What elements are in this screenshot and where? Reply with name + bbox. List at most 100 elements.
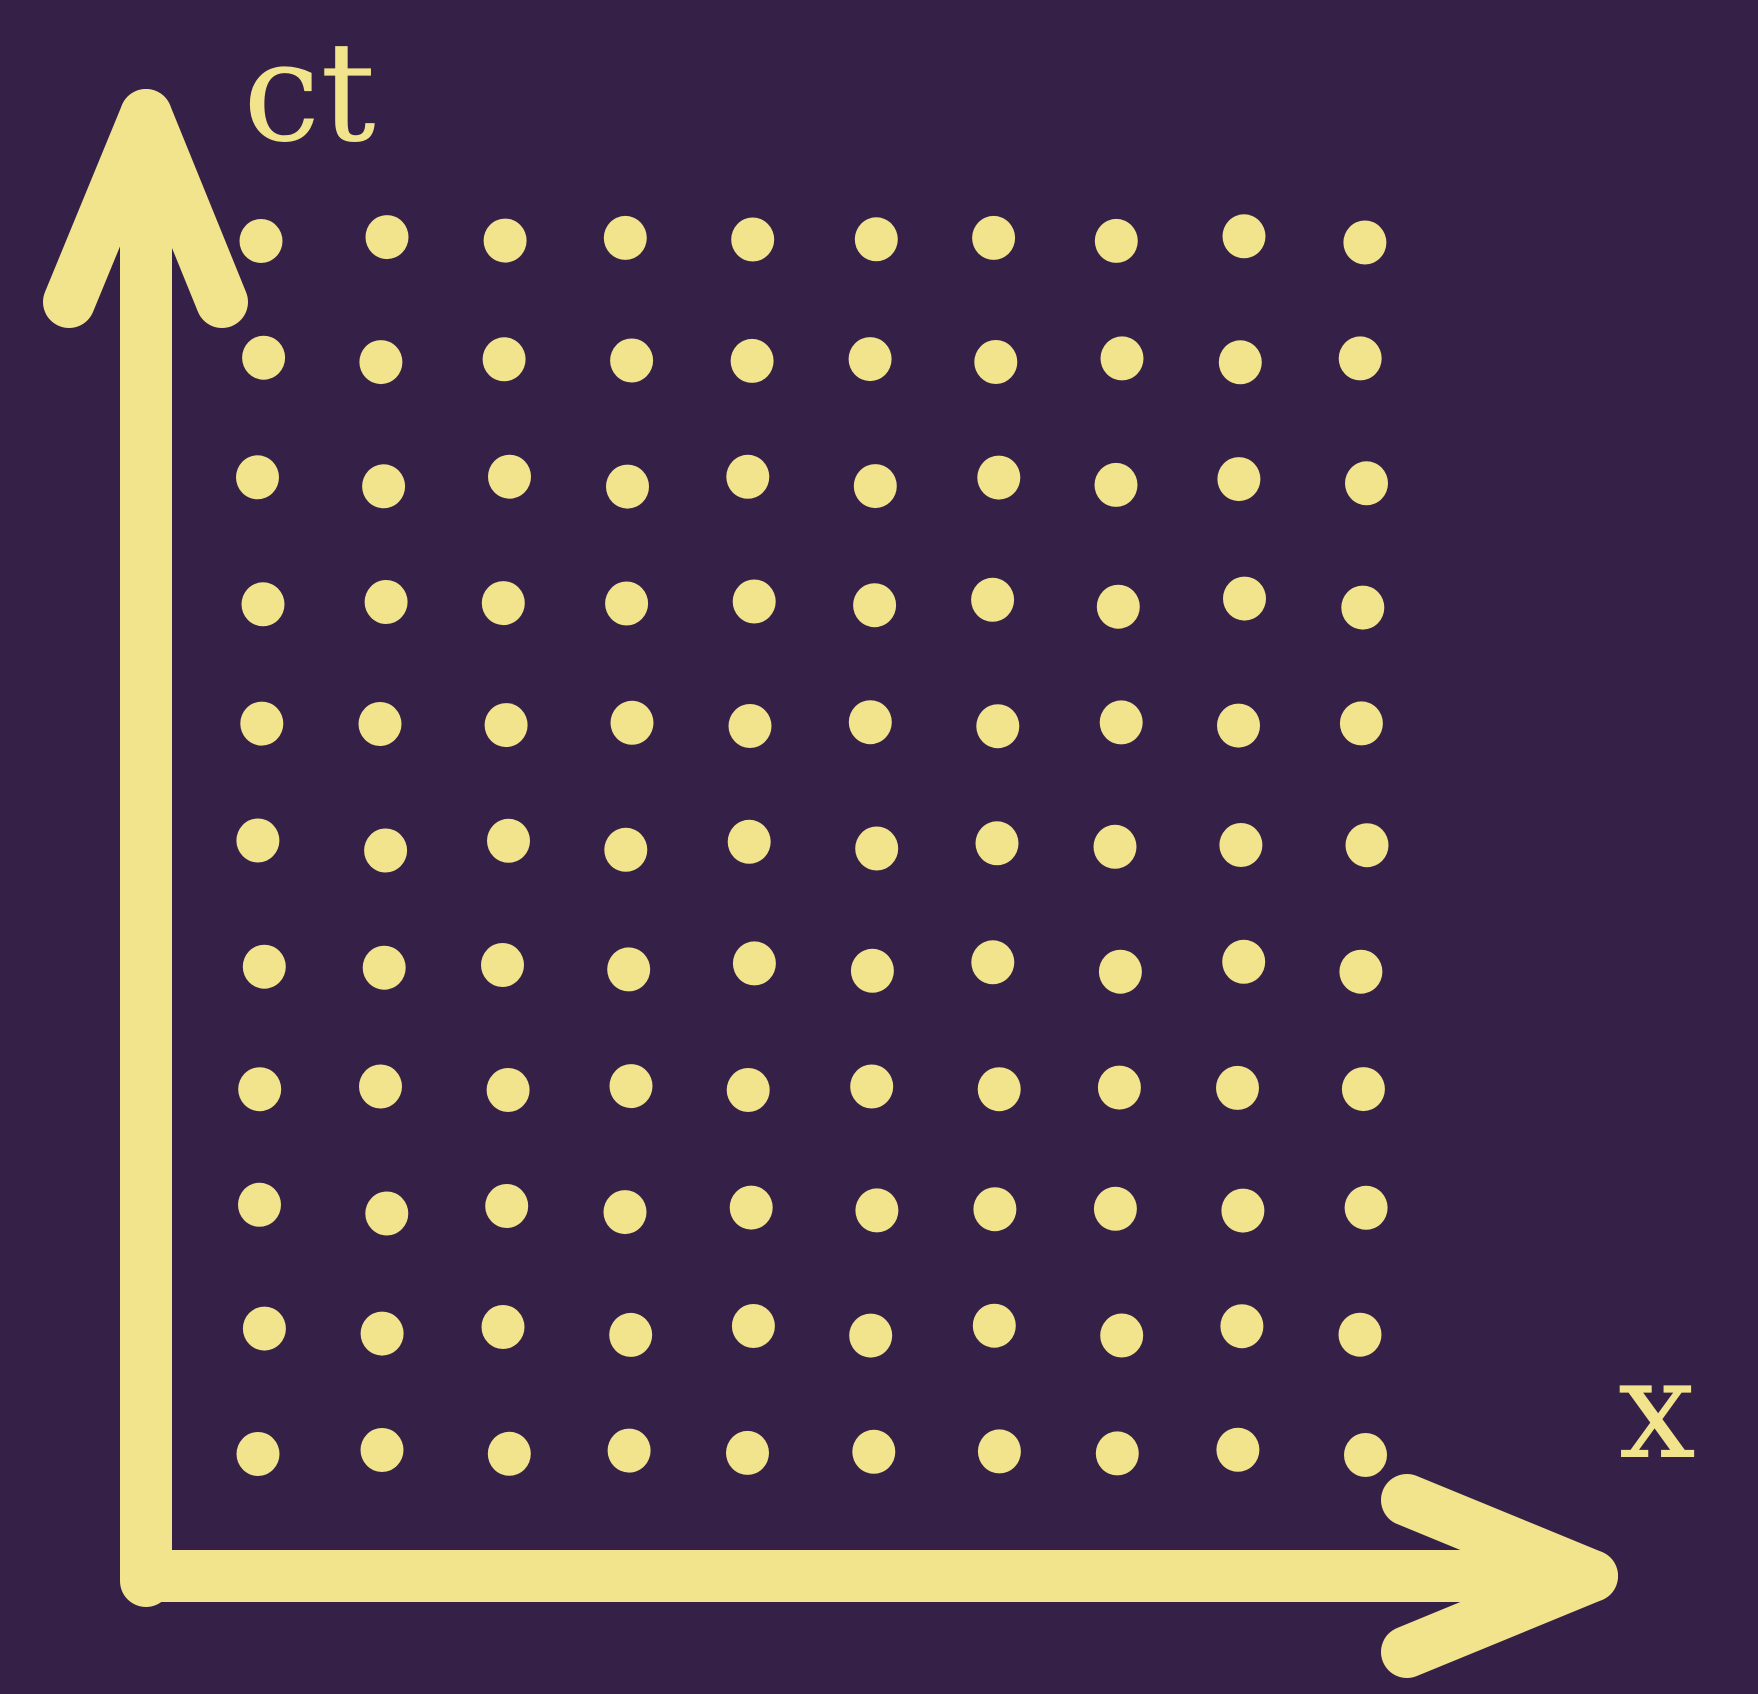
lattice-point xyxy=(1343,220,1387,265)
lattice-point xyxy=(726,454,770,499)
lattice-point xyxy=(850,1064,894,1109)
lattice-point xyxy=(605,581,649,626)
lattice-point xyxy=(1217,703,1260,748)
lattice-point xyxy=(604,827,648,872)
lattice-point xyxy=(487,1431,531,1476)
lattice-point xyxy=(1222,214,1266,259)
lattice-point xyxy=(971,577,1015,622)
lattice-point xyxy=(1341,1067,1385,1112)
lattice-point xyxy=(609,1064,653,1109)
lattice-point xyxy=(1100,336,1144,381)
lattice-point xyxy=(729,1185,773,1230)
lattice-point xyxy=(362,945,406,990)
ct-axis xyxy=(43,89,248,1607)
lattice-point xyxy=(848,700,892,745)
lattice-point xyxy=(1216,1427,1260,1472)
x-axis-arrowhead xyxy=(1381,1474,1618,1678)
lattice-point xyxy=(242,335,286,380)
lattice-point xyxy=(1223,576,1266,621)
lattice-point xyxy=(481,581,525,626)
lattice-point xyxy=(486,1068,530,1112)
lattice-point xyxy=(610,700,654,745)
lattice-point xyxy=(1341,585,1385,630)
lattice-point xyxy=(977,1067,1021,1112)
x-axis-label: x xyxy=(1618,1329,1696,1490)
lattice-point xyxy=(732,579,776,624)
lattice-point xyxy=(1100,1313,1144,1358)
lattice-point xyxy=(731,1304,775,1348)
lattice-point xyxy=(603,215,647,260)
lattice-point xyxy=(726,1068,770,1112)
lattice-point xyxy=(485,1184,529,1228)
lattice-point xyxy=(728,704,772,748)
lattice-point xyxy=(607,947,651,992)
lattice-point xyxy=(1217,457,1261,502)
lattice-point xyxy=(481,1305,525,1349)
lattice-point xyxy=(726,1430,769,1475)
lattice-point xyxy=(1221,1188,1265,1233)
lattice-point xyxy=(727,819,771,864)
lattice-point xyxy=(364,828,408,873)
lattice-point xyxy=(1338,336,1382,381)
lattice-point xyxy=(1339,949,1383,994)
lattice-point xyxy=(730,338,774,383)
lattice-point xyxy=(236,1432,280,1476)
lattice-point xyxy=(732,941,776,986)
lattice-point xyxy=(974,340,1018,384)
lattice-point xyxy=(360,1311,404,1356)
lattice-point xyxy=(365,215,409,260)
x-axis xyxy=(120,1474,1618,1678)
lattice-point xyxy=(975,821,1019,866)
lattice-point xyxy=(236,455,279,500)
lattice-point xyxy=(1345,461,1388,506)
lattice-point xyxy=(606,464,649,509)
lattice-point xyxy=(1338,1312,1382,1357)
lattice-point xyxy=(853,464,897,509)
lattice-point xyxy=(1094,218,1138,263)
lattice-point xyxy=(242,1306,286,1351)
lattice-point xyxy=(731,217,775,262)
lattice-point xyxy=(1094,462,1138,507)
lattice-point xyxy=(241,582,285,627)
lattice-point xyxy=(977,455,1021,500)
lattice-point xyxy=(240,701,284,746)
ct-axis-arrowhead xyxy=(43,89,248,328)
lattice-point xyxy=(971,940,1015,985)
lattice-point xyxy=(358,702,402,746)
lattice-point xyxy=(236,818,280,863)
lattice-point xyxy=(1096,584,1140,629)
lattice-point xyxy=(609,1312,653,1357)
lattice-point xyxy=(1093,1186,1137,1231)
lattice-point xyxy=(1344,1185,1388,1230)
lattice-point xyxy=(242,944,286,989)
lattice-point xyxy=(365,1191,409,1236)
lattice-point xyxy=(972,215,1016,260)
lattice-point xyxy=(484,703,528,748)
lattice-point xyxy=(972,1303,1016,1348)
lattice-point xyxy=(1345,823,1389,868)
lattice-point xyxy=(481,943,524,987)
lattice-point xyxy=(1222,939,1266,984)
lattice-point xyxy=(238,1067,282,1112)
lattice-point xyxy=(1220,1304,1264,1349)
lattice-point xyxy=(848,337,892,382)
lattice-point xyxy=(359,340,403,385)
lattice-point xyxy=(1097,1065,1141,1110)
lattice-point xyxy=(1344,1433,1387,1477)
lattice-point xyxy=(488,454,531,499)
lattice-point xyxy=(855,826,899,871)
lattice-point xyxy=(239,219,283,263)
lattice-point xyxy=(603,1190,647,1235)
lattice-point xyxy=(1219,823,1263,867)
lattice-point xyxy=(852,1429,896,1474)
lattice-point xyxy=(487,818,530,863)
lattice-point xyxy=(482,337,526,382)
lattice-point xyxy=(238,1182,281,1227)
lattice-point xyxy=(853,583,897,628)
lattice-point xyxy=(849,1313,893,1358)
lattice-point xyxy=(360,1428,404,1472)
lattice-point xyxy=(364,580,408,624)
lattice-point xyxy=(607,1428,651,1473)
lattice-point xyxy=(1095,1431,1139,1476)
